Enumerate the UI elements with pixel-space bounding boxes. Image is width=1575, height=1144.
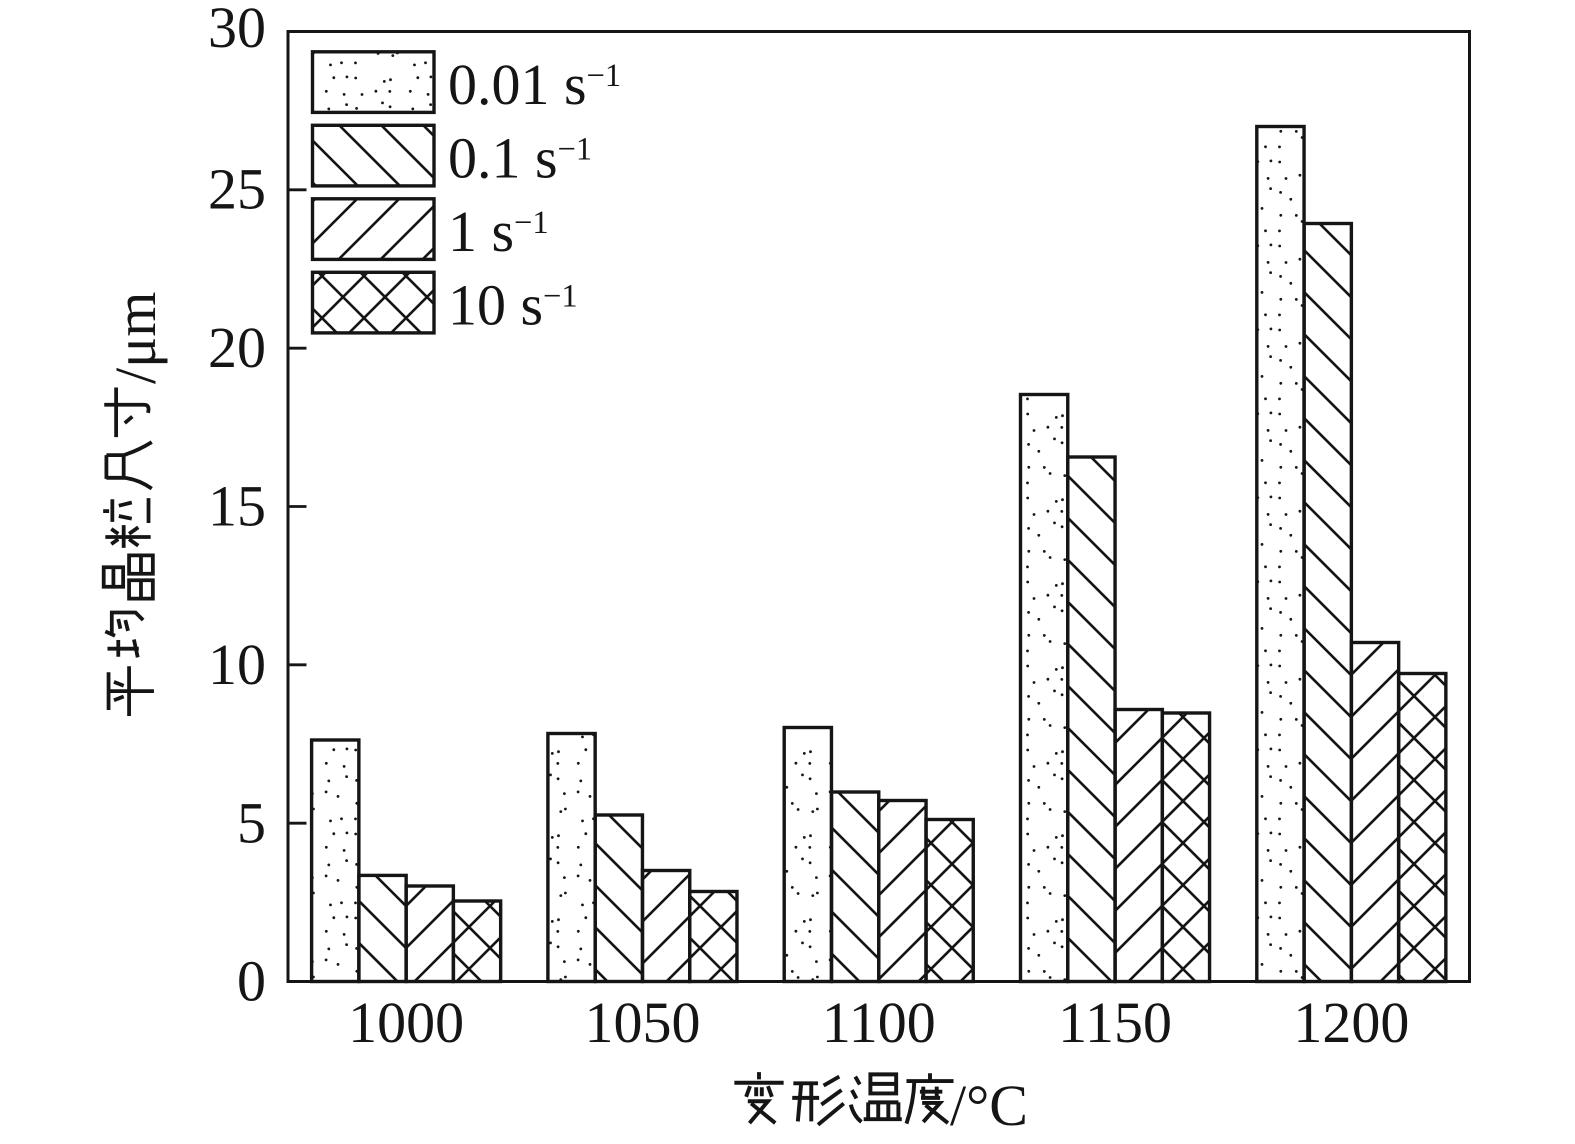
svg-text:5: 5 xyxy=(237,791,266,856)
svg-text:1000: 1000 xyxy=(348,990,464,1055)
svg-text:20: 20 xyxy=(208,315,266,380)
svg-text:1200: 1200 xyxy=(1293,990,1409,1055)
svg-text:/μm: /μm xyxy=(103,292,168,384)
svg-text:0.1 s−1: 0.1 s−1 xyxy=(448,126,592,191)
svg-text:1150: 1150 xyxy=(1058,990,1172,1055)
svg-text:1050: 1050 xyxy=(585,990,701,1055)
svg-text:1100: 1100 xyxy=(822,990,936,1055)
svg-text:30: 30 xyxy=(208,0,266,60)
svg-text:0: 0 xyxy=(237,949,266,1014)
svg-text:15: 15 xyxy=(208,474,266,539)
svg-text:10 s−1: 10 s−1 xyxy=(448,273,578,338)
svg-text:10: 10 xyxy=(208,632,266,697)
svg-text:25: 25 xyxy=(208,157,266,222)
svg-text:/°C: /°C xyxy=(950,1073,1028,1138)
svg-text:0.01 s−1: 0.01 s−1 xyxy=(448,52,621,117)
